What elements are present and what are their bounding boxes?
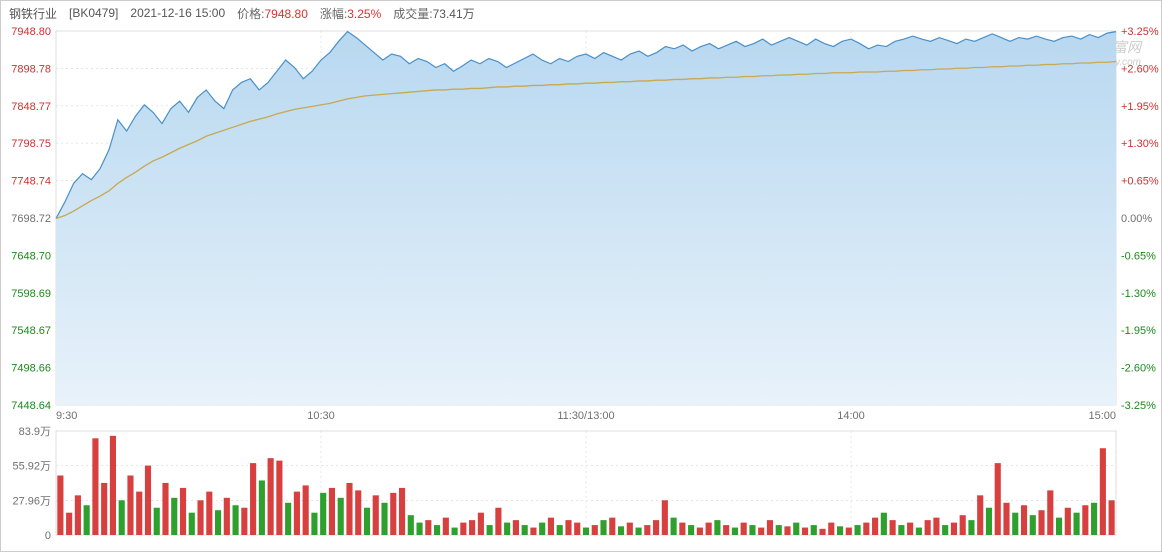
change-label: 涨幅: (320, 7, 347, 21)
datetime: 2021-12-16 15:00 (130, 6, 225, 20)
svg-text:55.92万: 55.92万 (12, 461, 51, 473)
svg-text:7648.70: 7648.70 (11, 250, 51, 262)
volume-label: 成交量: (393, 7, 432, 21)
stock-name: 钢铁行业 (9, 5, 57, 22)
svg-text:+3.25%: +3.25% (1121, 26, 1159, 38)
volume-value: 73.41万 (433, 7, 475, 21)
svg-text:0.00%: 0.00% (1121, 213, 1152, 225)
price-value: 7948.80 (264, 7, 307, 21)
stock-code: [BK0479] (69, 6, 118, 20)
svg-text:7498.66: 7498.66 (11, 363, 51, 375)
svg-text:0: 0 (45, 530, 51, 542)
svg-text:11:30/13:00: 11:30/13:00 (557, 410, 614, 422)
svg-text:7548.67: 7548.67 (11, 325, 51, 337)
svg-text:14:00: 14:00 (837, 410, 865, 422)
svg-text:7948.80: 7948.80 (11, 26, 51, 38)
svg-text:27.96万: 27.96万 (12, 495, 51, 507)
svg-text:15:00: 15:00 (1088, 410, 1116, 422)
svg-text:83.9万: 83.9万 (19, 426, 51, 438)
svg-text:-0.65%: -0.65% (1121, 250, 1156, 262)
price-label: 价格: (237, 7, 264, 21)
volume-chart[interactable]: 83.9万 55.92万 27.96万 0 (1, 425, 1162, 551)
svg-text:10:30: 10:30 (307, 410, 335, 422)
svg-text:9:30: 9:30 (56, 410, 77, 422)
svg-text:7898.78: 7898.78 (11, 63, 51, 75)
svg-text:-2.60%: -2.60% (1121, 363, 1156, 375)
svg-text:7698.72: 7698.72 (11, 213, 51, 225)
change-value: 3.25% (347, 7, 381, 21)
svg-text:-1.30%: -1.30% (1121, 288, 1156, 300)
svg-text:7448.64: 7448.64 (11, 400, 51, 412)
svg-text:+2.60%: +2.60% (1121, 63, 1159, 75)
price-chart[interactable]: 7948.80 +3.25% 7898.78 +2.60% 7848.77 +1.95% 7… (1, 25, 1162, 425)
svg-text:+1.30%: +1.30% (1121, 138, 1159, 150)
svg-text:+1.95%: +1.95% (1121, 101, 1159, 113)
svg-text:+0.65%: +0.65% (1121, 176, 1159, 188)
svg-text:7748.74: 7748.74 (11, 176, 51, 188)
svg-text:-3.25%: -3.25% (1121, 400, 1156, 412)
svg-text:-1.95%: -1.95% (1121, 325, 1156, 337)
svg-text:7598.69: 7598.69 (11, 288, 51, 300)
svg-text:7848.77: 7848.77 (11, 101, 51, 113)
svg-text:7798.75: 7798.75 (11, 138, 51, 150)
chart-header: 钢铁行业 [BK0479] 2021-12-16 15:00 价格:7948.8… (1, 1, 1161, 25)
stock-chart-container: 钢铁行业 [BK0479] 2021-12-16 15:00 价格:7948.8… (0, 0, 1162, 552)
